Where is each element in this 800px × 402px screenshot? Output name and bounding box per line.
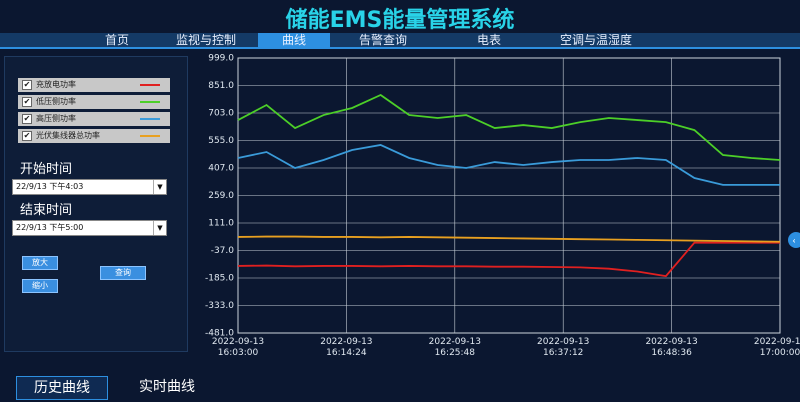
zoom-in-button[interactable]: 放大 [22,256,58,270]
x-tick-label: 2022-09-13 16:48:36 [645,337,698,358]
end-value: 22/9/13 下午5:00 [16,223,84,232]
series-line [237,93,781,161]
start-input[interactable]: 22/9/13 下午4:03 ▼ [12,179,167,195]
legend-label: 充放电功率 [36,80,76,89]
legend-swatch [140,101,160,103]
nav-item[interactable]: 首页 [104,33,129,47]
nav-bar [0,33,800,49]
nav-item[interactable]: 监视与控制 [175,33,236,47]
legend-swatch [140,118,160,120]
y-tick-label: 555.0 [208,136,234,146]
x-tick-label: 2022-09-13 16:14:24 [320,337,373,358]
legend-item[interactable]: ✔ 低压侧功率 [18,95,170,109]
x-tick-label: 2022-09-13 16:03:00 [211,337,265,358]
y-tick-label: 851.0 [208,81,234,91]
series-line [237,241,780,278]
legend-item[interactable]: ✔ 充放电功率 [18,78,170,92]
nav-item[interactable]: 电表 [476,33,501,47]
tab[interactable]: 实时曲线 [139,379,195,395]
checkbox[interactable]: ✔ [22,80,32,90]
y-tick-label: 407.0 [208,164,234,174]
legend-item[interactable]: ✔ 光伏集线器总功率 [18,129,170,143]
side-toggle-icon: ‹ [792,237,796,247]
x-tick-label: 2022-09-13 16:25:48 [428,337,481,358]
y-tick-label: -333.0 [205,301,234,311]
end-input[interactable]: 22/9/13 下午5:00 ▼ [12,220,167,236]
start-value: 22/9/13 下午4:03 [16,182,84,191]
y-tick-label: 259.0 [208,191,234,201]
end-label: 结束时间 [20,203,73,218]
tab[interactable]: 历史曲线 [16,376,108,400]
x-tick-label: 2022-09-13 17:00:00 [753,337,800,358]
series-line [237,235,781,243]
y-tick-label: -185.0 [205,274,234,284]
legend-swatch [140,84,160,86]
legend-swatch [140,135,160,137]
x-tick-label: 2022-09-13 16:37:12 [537,337,590,358]
query-button[interactable]: 查询 [100,266,146,280]
legend-label: 低压侧功率 [36,97,76,106]
side-toggle[interactable] [788,232,800,248]
app-title: 储能EMS能量管理系统 [285,8,515,33]
start-label: 开始时间 [20,162,73,177]
nav-item[interactable]: 曲线 [258,33,330,47]
legend-label: 高压侧功率 [36,114,76,123]
checkbox[interactable]: ✔ [22,97,32,107]
y-tick-label: 111.0 [208,219,234,229]
y-tick-label: -481.0 [205,329,234,339]
dropdown-arrow[interactable]: ▼ [153,221,166,235]
legend-item[interactable]: ✔ 高压侧功率 [18,112,170,126]
legend-label: 光伏集线器总功率 [36,131,100,140]
nav-item[interactable]: 空调与温湿度 [560,33,633,47]
series-line [237,144,780,186]
zoom-out-button[interactable]: 缩小 [22,279,58,293]
dropdown-arrow[interactable]: ▼ [153,180,166,194]
checkbox[interactable]: ✔ [22,131,32,141]
y-tick-label: 703.0 [208,109,234,119]
checkbox[interactable]: ✔ [22,114,32,124]
y-tick-label: 999.0 [208,54,234,64]
nav-item[interactable]: 告警查询 [358,33,407,47]
y-tick-label: -37.0 [211,246,235,256]
